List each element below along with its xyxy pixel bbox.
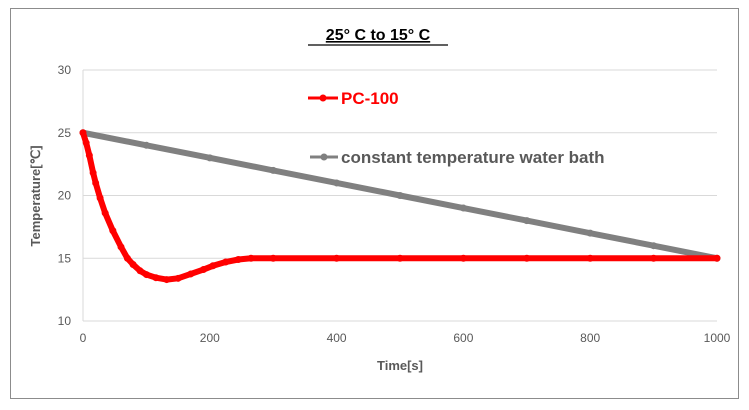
data-point — [152, 274, 160, 282]
data-point — [85, 151, 93, 159]
data-point — [92, 179, 100, 187]
data-point — [79, 129, 87, 137]
x-tick-label: 0 — [80, 331, 87, 345]
data-point — [586, 229, 594, 237]
data-point — [123, 254, 131, 262]
data-point — [82, 139, 90, 147]
data-point — [523, 254, 531, 262]
data-point — [234, 256, 242, 264]
data-point — [333, 254, 341, 262]
data-point — [96, 194, 104, 202]
legend-label-pc100: PC-100 — [341, 89, 399, 108]
x-tick-label: 1000 — [704, 331, 731, 345]
data-point — [459, 204, 467, 212]
legend-label-water-bath: constant temperature water bath — [341, 148, 605, 167]
data-point — [396, 192, 404, 199]
data-point — [650, 254, 658, 262]
data-point — [129, 261, 137, 269]
data-point — [713, 254, 721, 262]
data-point — [117, 243, 125, 251]
y-tick-label: 20 — [58, 189, 72, 203]
chart-title: 25° C to 15° C — [326, 27, 431, 44]
x-tick-label: 200 — [200, 331, 220, 345]
data-point — [209, 262, 217, 270]
data-point — [222, 258, 230, 266]
data-point — [333, 179, 341, 187]
y-tick-label: 25 — [58, 126, 72, 140]
data-point — [396, 254, 404, 262]
data-point — [142, 271, 150, 279]
chart-frame — [10, 8, 739, 399]
data-point — [187, 270, 195, 278]
data-point — [163, 276, 171, 284]
data-point — [459, 254, 467, 262]
data-point — [142, 141, 150, 149]
data-point — [199, 266, 207, 274]
x-tick-label: 800 — [580, 331, 600, 345]
data-point — [269, 166, 277, 174]
y-tick-label: 15 — [58, 251, 72, 265]
data-point — [109, 227, 117, 235]
legend-item-pc100: PC-100 — [308, 89, 399, 108]
legend-item-water-bath: constant temperature water bath — [310, 148, 605, 167]
y-axis-title: Temperature[℃] — [28, 145, 43, 246]
legend: PC-100 constant temperature water bath — [308, 89, 605, 167]
x-axis-title: Time[s] — [377, 358, 423, 373]
data-point — [206, 154, 214, 162]
data-point — [136, 267, 144, 275]
y-tick-label: 10 — [58, 314, 72, 328]
data-point — [89, 169, 97, 177]
series-pc100 — [79, 129, 721, 284]
data-point — [523, 217, 531, 225]
x-tick-label: 400 — [327, 331, 347, 345]
x-tick-label: 600 — [453, 331, 473, 345]
data-point — [269, 254, 277, 262]
data-point — [586, 254, 594, 262]
series-water-bath — [79, 129, 721, 262]
data-point — [247, 254, 255, 262]
data-point — [101, 209, 109, 217]
data-point — [650, 242, 658, 250]
data-point — [174, 274, 182, 282]
y-tick-label: 30 — [58, 63, 72, 77]
